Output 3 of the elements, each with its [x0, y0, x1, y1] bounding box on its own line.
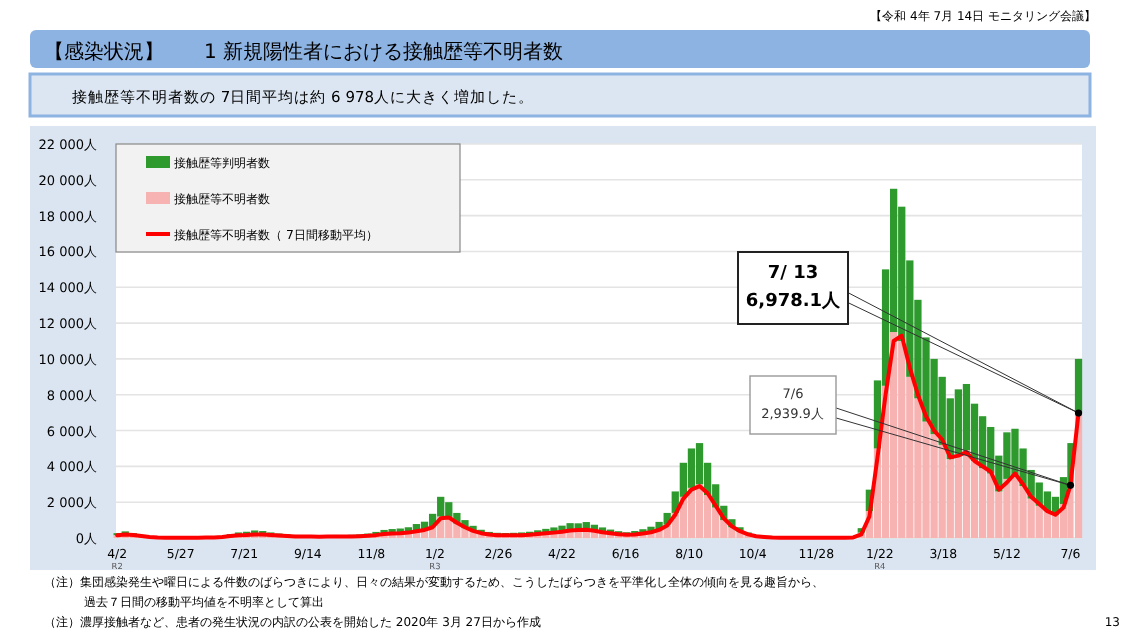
chart-title: 【感染状況】 1 新規陽性者における接触歴等不明者数: [44, 40, 564, 64]
title-bar: 【感染状況】 1 新規陽性者における接触歴等不明者数: [30, 30, 1090, 68]
annotation: 7/ 13 6,978.1人: [745, 264, 843, 312]
